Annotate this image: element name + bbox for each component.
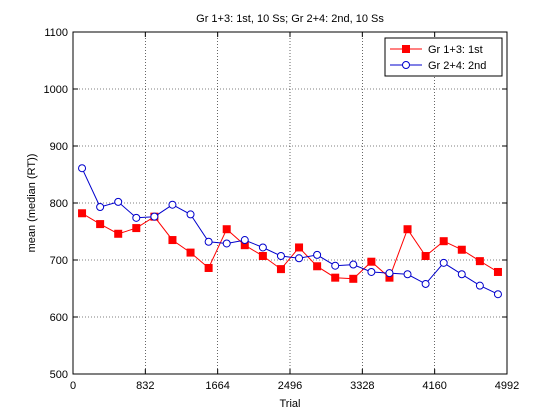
series-2-point <box>168 200 177 209</box>
series-1-point <box>421 252 430 261</box>
y-tick-label: 700 <box>50 255 68 267</box>
series-2-point <box>204 237 213 246</box>
y-tick-label: 1100 <box>44 27 68 39</box>
legend-box <box>384 37 503 77</box>
legend-label-series-2: Gr 2+4: 2nd <box>428 60 486 72</box>
series-2-point <box>222 239 231 248</box>
series-2-point <box>132 213 141 222</box>
x-tick-label: 4992 <box>495 380 519 392</box>
x-tick-label: 1664 <box>205 380 229 392</box>
data-series <box>78 164 502 299</box>
series-1-point <box>132 224 141 233</box>
series-1-point <box>475 257 484 266</box>
chart-title: Gr 1+3: 1st, 10 Ss; Gr 2+4: 2nd, 10 Ss <box>196 13 384 25</box>
series-1-point <box>222 225 231 234</box>
series-1-point <box>204 263 213 272</box>
series-1-point <box>295 243 304 252</box>
y-tick-label: 1000 <box>44 84 68 96</box>
x-tick-label: 3328 <box>350 380 374 392</box>
legend-marker-series-2 <box>402 61 410 69</box>
series-2-point <box>403 270 412 279</box>
series-1-point <box>313 262 322 271</box>
series-2-point <box>78 164 87 173</box>
series-1-point <box>367 257 376 266</box>
series-1-point <box>439 237 448 246</box>
y-axis-label: mean (median (RT)) <box>26 154 38 253</box>
series-1-point <box>403 225 412 234</box>
x-tick-label: 4160 <box>422 380 446 392</box>
series-1-point <box>96 220 105 229</box>
series-1-point <box>457 245 466 254</box>
legend-marker-series-1 <box>402 45 410 53</box>
legend-label-series-1: Gr 1+3: 1st <box>428 44 483 56</box>
series-2-point <box>276 252 285 261</box>
series-2-point <box>439 258 448 267</box>
series-2-point <box>114 197 123 206</box>
series-2-point <box>421 279 430 288</box>
series-2-point <box>349 260 358 269</box>
series-2-point <box>240 236 249 245</box>
y-tick-label: 600 <box>50 312 68 324</box>
series-2-point <box>331 261 340 270</box>
series-1-point <box>331 273 340 282</box>
x-tick-label: 832 <box>136 380 154 392</box>
series-2-point <box>367 267 376 276</box>
series-2-point <box>186 210 195 219</box>
x-tick-label: 2496 <box>278 380 302 392</box>
series-2-point <box>457 270 466 279</box>
series-1-point <box>78 209 87 218</box>
series-1-point <box>258 252 267 261</box>
x-axis-label: Trial <box>280 398 301 410</box>
grid-lines <box>73 32 507 374</box>
series-2-point <box>493 290 502 299</box>
series-1-point <box>493 267 502 276</box>
axis-ticks: 0 832 1664 2496 3328 4160 4992 500 600 700 800 900 1… <box>44 27 520 392</box>
series-2 <box>78 164 502 299</box>
series-2-point <box>150 212 159 221</box>
legend: Gr 1+3: 1st Gr 2+4: 2nd <box>384 37 503 77</box>
y-tick-label: 800 <box>50 198 68 210</box>
series-2-point <box>475 281 484 290</box>
series-2-point <box>96 202 105 211</box>
series-1-point <box>276 265 285 274</box>
series-2-point <box>385 269 394 278</box>
series-1-point <box>349 274 358 283</box>
x-tick-label: 0 <box>70 380 76 392</box>
series-1-point <box>186 248 195 257</box>
y-tick-label: 900 <box>50 141 68 153</box>
series-2-point <box>258 243 267 252</box>
series-2-point <box>313 250 322 259</box>
series-1-point <box>114 229 123 238</box>
series-1-point <box>168 236 177 245</box>
y-tick-label: 500 <box>50 369 68 381</box>
series-2-point <box>295 254 304 263</box>
